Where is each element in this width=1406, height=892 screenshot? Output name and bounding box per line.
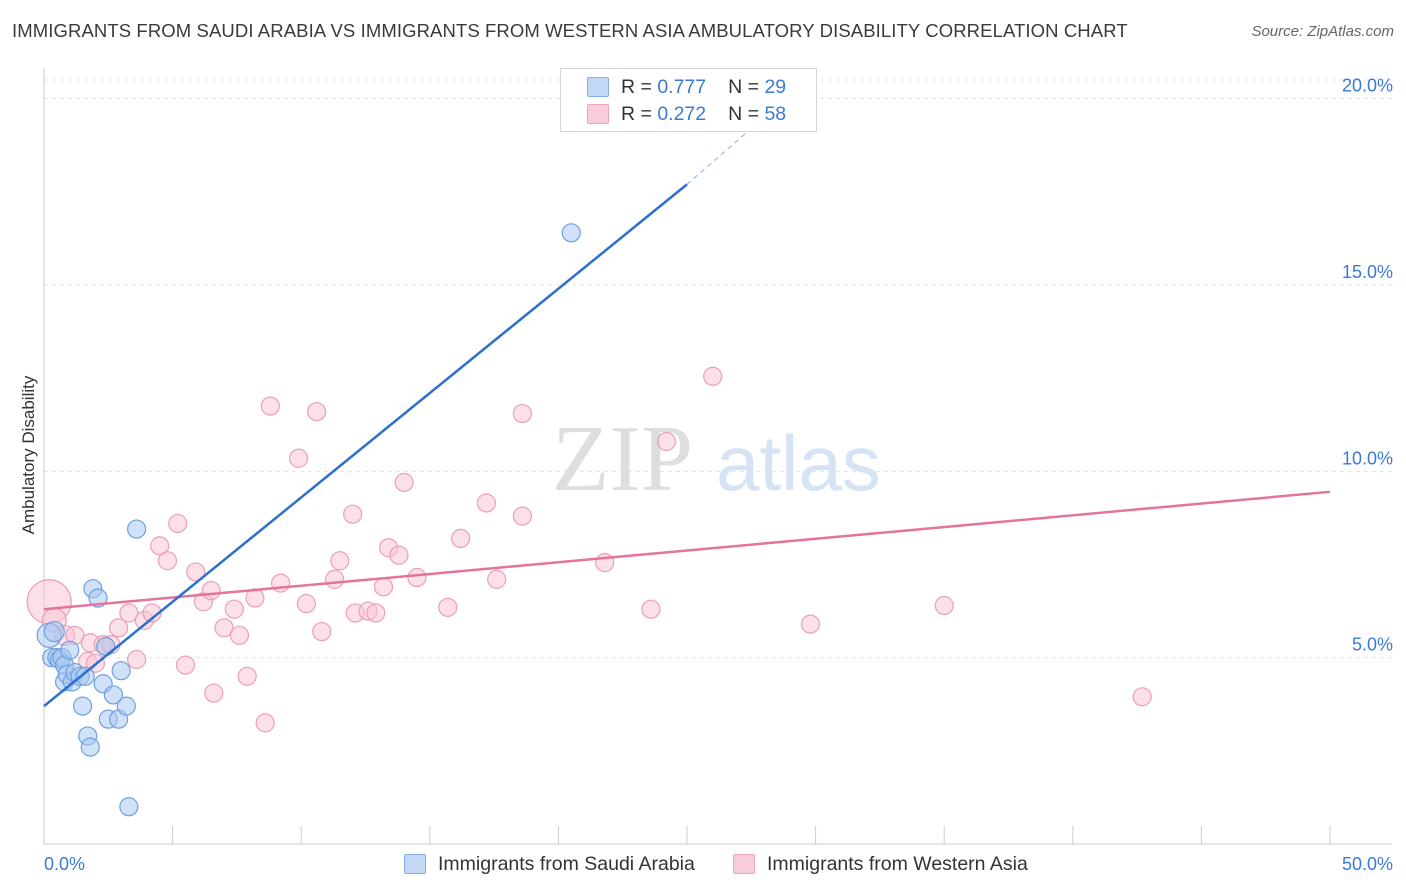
x-tick-label-min: 0.0% (44, 854, 85, 874)
western-asia-point (934, 595, 954, 616)
legend-row-western-asia: R = 0.272 N = 58 (587, 102, 787, 126)
western-asia-point (407, 567, 427, 588)
western-asia-point (451, 528, 471, 549)
saudi-arabia-point (72, 696, 93, 716)
saudi-arabia-point (75, 666, 95, 686)
saudi-arabia-point (96, 636, 116, 657)
saudi-arabia-point (43, 620, 65, 643)
western-asia-point (389, 545, 409, 565)
western-asia-point (260, 396, 280, 416)
series-swatch-blue (404, 854, 426, 874)
western-asia-point (186, 562, 206, 582)
western-asia-points (26, 366, 1152, 733)
western-asia-point (512, 506, 532, 526)
saudi-arabia-point (111, 661, 131, 681)
western-asia-point (343, 504, 363, 524)
y-axis-title: Ambulatory Disability (19, 375, 38, 535)
western-asia-point (108, 618, 129, 638)
y-tick-label: 5.0% (1352, 635, 1393, 655)
y-tick-label: 10.0% (1342, 448, 1393, 468)
western-asia-trend-line (43, 490, 1331, 611)
saudi-arabia-point (126, 519, 147, 539)
western-asia-point (800, 614, 821, 634)
western-asia-point (142, 603, 162, 623)
western-asia-point (656, 431, 677, 452)
saudi-arabia-point (80, 737, 100, 757)
western-asia-point (476, 493, 496, 513)
trend-lines (43, 127, 1331, 708)
western-asia-point (325, 569, 345, 589)
western-asia-point (641, 599, 661, 619)
western-asia-point (255, 713, 275, 733)
western-asia-point (157, 551, 178, 571)
saudi-arabia-point (88, 588, 108, 608)
x-tick-label-max: 50.0% (1342, 854, 1393, 874)
western-asia-point (126, 649, 147, 670)
western-asia-point (512, 403, 532, 424)
western-asia-point (296, 594, 316, 614)
western-asia-point (312, 621, 332, 642)
series-legend-saudi-arabia: Immigrants from Saudi Arabia (404, 852, 695, 876)
legend-r-value: 0.777 (657, 75, 707, 98)
series-legend-western-asia: Immigrants from Western Asia (733, 852, 1028, 876)
legend-swatch-blue (587, 77, 609, 97)
series-name-western-asia: Immigrants from Western Asia (767, 852, 1028, 875)
western-asia-point (330, 551, 350, 571)
saudi-arabia-point (60, 640, 80, 660)
saudi-arabia-point (103, 685, 124, 705)
legend-row-saudi-arabia: R = 0.777 N = 29 (587, 75, 787, 99)
western-asia-point (289, 448, 309, 468)
western-asia-point (175, 655, 196, 675)
western-asia-point (1132, 687, 1152, 707)
western-asia-point (394, 472, 414, 493)
western-asia-point (150, 536, 170, 556)
chart-title: IMMIGRANTS FROM SAUDI ARABIA VS IMMIGRAN… (12, 20, 1128, 41)
watermark: ZIP atlas (552, 407, 881, 511)
legend-r-value: 0.272 (657, 102, 707, 125)
correlation-legend: R = 0.777 N = 29 R = 0.272 N = 58 (560, 68, 817, 132)
saudi-arabia-trend-extension (686, 127, 752, 185)
western-asia-point (119, 603, 139, 623)
western-asia-point (487, 569, 507, 589)
tick-labels: 5.0% 10.0% 15.0% 20.0% 0.0% 50.0% (44, 76, 1393, 874)
chart-source: Source: ZipAtlas.com (1251, 23, 1394, 40)
series-swatch-pink (733, 854, 755, 874)
saudi-arabia-point (119, 797, 139, 817)
watermark-atlas: atlas (716, 419, 881, 507)
legend-n-value: 58 (764, 102, 787, 125)
legend-n-label: N = (728, 75, 760, 98)
western-asia-point (168, 513, 188, 534)
watermark-zip: ZIP (552, 407, 693, 511)
western-asia-point (229, 625, 250, 645)
saudi-arabia-point (116, 696, 136, 716)
legend-n-label: N = (728, 102, 760, 125)
western-asia-point (214, 618, 234, 638)
legend-swatch-pink (587, 104, 609, 124)
saudi-arabia-point (561, 223, 581, 243)
legend-n-value: 29 (764, 75, 787, 98)
western-asia-point (703, 366, 723, 386)
saudi-arabia-points (36, 223, 581, 817)
saudi-arabia-trend-line (43, 183, 688, 708)
western-asia-point (373, 577, 394, 597)
y-tick-label: 20.0% (1342, 76, 1393, 96)
legend-r-label: R = (621, 75, 652, 98)
axes (43, 68, 1392, 845)
legend-r-label: R = (621, 102, 652, 125)
western-asia-point (307, 402, 327, 422)
western-asia-point (438, 597, 458, 617)
series-name-saudi-arabia: Immigrants from Saudi Arabia (438, 852, 695, 875)
western-asia-point (204, 683, 224, 703)
y-tick-label: 15.0% (1342, 262, 1393, 282)
western-asia-point (237, 666, 257, 686)
western-asia-point (224, 599, 244, 619)
western-asia-point (366, 603, 386, 623)
western-asia-point (201, 580, 221, 601)
